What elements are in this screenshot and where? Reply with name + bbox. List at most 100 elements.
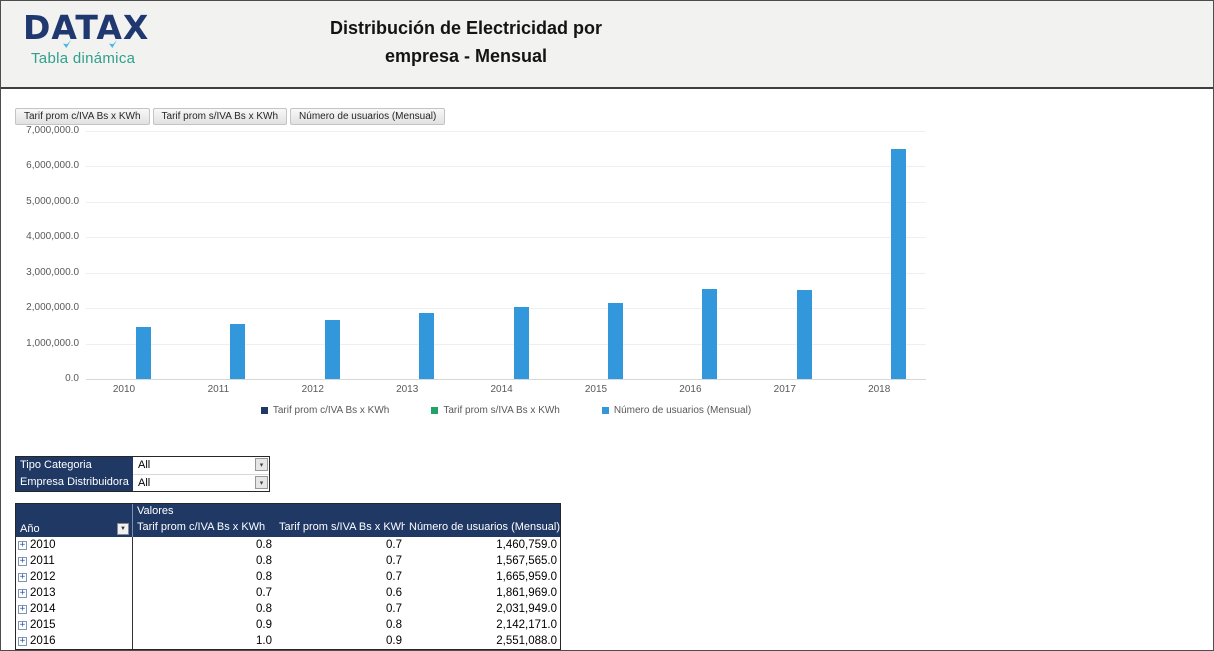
year-label: 2016 [30, 635, 56, 647]
logo-subtitle: Tabla dinámica [31, 50, 136, 67]
table-row: +2013 0.7 0.6 1,861,969.0 [16, 585, 560, 601]
cell-c-iva: 0.9 [256, 619, 272, 631]
cell-s-iva: 0.7 [386, 555, 402, 567]
legend-label: Tarif prom c/IVA Bs x KWh [272, 405, 390, 416]
logo-text: DATAX [23, 8, 150, 47]
row-year-cell: +2010 [16, 537, 133, 553]
cell-usuarios: 1,567,565.0 [496, 555, 557, 567]
legend-swatch-icon [260, 407, 268, 414]
table-row: +2016 1.0 0.9 2,551,088.0 [16, 633, 560, 649]
row-header-anio: Año ▼ [16, 519, 133, 537]
year-label: 2014 [30, 603, 56, 615]
expand-icon[interactable]: + [18, 619, 27, 630]
cell-usuarios: 1,665,959.0 [496, 571, 557, 583]
gridline [86, 343, 926, 345]
chart-field-button[interactable]: Número de usuarios (Mensual) [290, 108, 446, 125]
x-axis-tick-label: 2015 [584, 384, 608, 395]
filter-dropdown[interactable]: All ▾ [133, 457, 269, 474]
y-axis-tick-label: 6,000,000.0 [26, 160, 79, 172]
filter-dropdown[interactable]: All ▾ [133, 474, 269, 491]
row-year-cell: +2012 [16, 569, 133, 585]
expand-icon[interactable]: + [18, 571, 27, 582]
page-title: Distribución de Electricidad por empresa… [251, 14, 681, 70]
y-axis-tick-label: 1,000,000.0 [26, 337, 79, 349]
bar-2016 [702, 288, 718, 379]
x-axis-tick-label: 2017 [773, 384, 796, 395]
pivot-header-row-2: Año ▼ Tarif prom c/IVA Bs x KWh Tarif pr… [16, 519, 560, 537]
bar-2018 [891, 149, 907, 379]
column-header-c-iva: Tarif prom c/IVA Bs x KWh [137, 521, 266, 533]
gridline [86, 272, 926, 274]
cell-c-iva: 1.0 [256, 635, 272, 647]
expand-icon[interactable]: + [18, 603, 27, 614]
row-year-cell: +2015 [16, 617, 133, 633]
filter-label: Empresa Distribuidora [16, 474, 133, 491]
gridline [86, 201, 926, 203]
cell-c-iva: 0.8 [256, 555, 272, 567]
y-axis-tick-label: 4,000,000.0 [26, 231, 79, 243]
cell-usuarios: 2,031,949.0 [496, 603, 557, 615]
table-row: +2014 0.8 0.7 2,031,949.0 [16, 601, 560, 617]
row-year-cell: +2011 [16, 553, 133, 569]
legend-item: Tarif prom c/IVA Bs x KWh [260, 405, 390, 416]
cell-s-iva: 0.7 [386, 603, 402, 615]
chart-field-buttons: Tarif prom c/IVA Bs x KWh Tarif prom s/IV… [15, 106, 448, 125]
bar-2014 [513, 307, 529, 379]
pivot-table: Valores Año ▼ Tarif prom c/IVA Bs x KWh … [15, 503, 561, 650]
legend-label: Tarif prom s/IVA Bs x KWh [443, 405, 560, 416]
bar-2012 [324, 320, 340, 379]
y-axis-tick-label: 5,000,000.0 [26, 195, 79, 207]
expand-icon[interactable]: + [18, 587, 27, 598]
pivot-header-row-1: Valores [16, 504, 560, 519]
filter-panel: Tipo Categoria All ▾ Empresa Distribuidora A… [15, 456, 270, 492]
expand-icon[interactable]: + [18, 555, 27, 566]
bar-2010 [136, 327, 151, 379]
row-header-label: Año [20, 523, 40, 535]
year-label: 2013 [30, 587, 56, 599]
filter-label: Tipo Categoria [16, 457, 133, 474]
values-header: Valores [137, 505, 174, 517]
chart-field-button[interactable]: Tarif prom s/IVA Bs x KWh [152, 108, 288, 125]
pivot-header-spacer [16, 504, 133, 519]
y-axis-tick-label: 3,000,000.0 [26, 266, 79, 278]
x-axis-tick-label: 2014 [490, 384, 513, 395]
y-axis-tick-label: 7,000,000.0 [26, 125, 79, 136]
cell-usuarios: 1,460,759.0 [496, 539, 557, 551]
x-axis-tick-label: 2012 [301, 384, 324, 395]
chart-field-button[interactable]: Tarif prom c/IVA Bs x KWh [15, 108, 150, 125]
dropdown-arrow-icon[interactable]: ▾ [255, 476, 268, 489]
x-axis-tick-label: 2016 [679, 384, 702, 395]
logo: DATAX Tabla dinámica [23, 8, 150, 68]
cell-usuarios: 2,142,171.0 [496, 619, 557, 631]
header: DATAX Tabla dinámica Distribución de Ele… [1, 1, 1213, 89]
table-row: +2012 0.8 0.7 1,665,959.0 [16, 569, 560, 585]
year-label: 2010 [30, 539, 56, 551]
year-label: 2011 [30, 555, 55, 567]
y-axis-tick-label: 0.0 [65, 373, 79, 384]
dropdown-arrow-icon[interactable]: ▾ [255, 458, 268, 471]
table-row: +2010 0.8 0.7 1,460,759.0 [16, 537, 560, 553]
table-row: +2011 0.8 0.7 1,567,565.0 [16, 553, 560, 569]
x-axis-tick-label: 2011 [207, 384, 230, 395]
cell-s-iva: 0.7 [386, 571, 402, 583]
year-label: 2015 [30, 619, 56, 631]
legend-swatch-icon [601, 407, 609, 414]
cell-usuarios: 2,551,088.0 [496, 635, 557, 647]
legend-label: Número de usuarios (Mensual) [613, 405, 752, 416]
column-header-s-iva: Tarif prom s/IVA Bs x KWh [279, 521, 405, 533]
chart-legend: Tarif prom c/IVA Bs x KWh Tarif prom s/IV… [86, 405, 926, 416]
legend-item: Número de usuarios (Mensual) [601, 405, 752, 416]
table-row: +2015 0.9 0.8 2,142,171.0 [16, 617, 560, 633]
x-axis-tick-label: 2013 [396, 384, 419, 395]
gridline [86, 308, 926, 310]
expand-icon[interactable]: + [18, 635, 27, 646]
filter-row: Tipo Categoria All ▾ [16, 457, 269, 474]
year-filter-dropdown-icon[interactable]: ▼ [117, 523, 129, 535]
expand-icon[interactable]: + [18, 539, 27, 550]
cell-c-iva: 0.8 [256, 571, 272, 583]
cell-c-iva: 0.7 [256, 587, 272, 599]
gridline [86, 237, 926, 239]
cell-s-iva: 0.6 [386, 587, 402, 599]
bar-2015 [608, 303, 623, 379]
